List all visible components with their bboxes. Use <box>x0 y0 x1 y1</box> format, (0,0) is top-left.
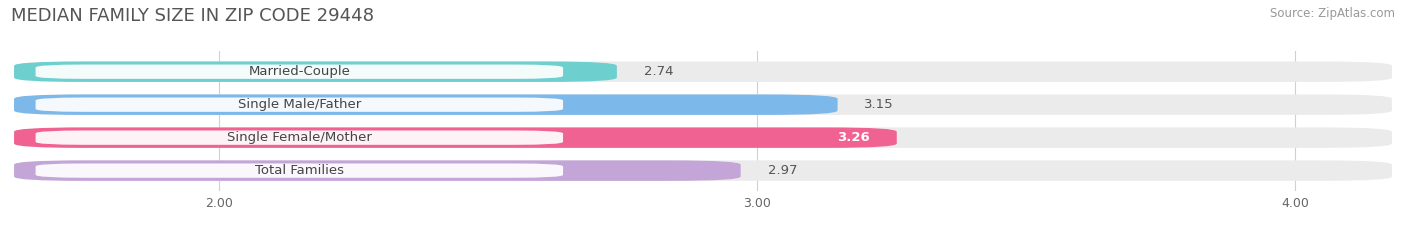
FancyBboxPatch shape <box>14 160 1392 181</box>
FancyBboxPatch shape <box>14 160 741 181</box>
Text: Married-Couple: Married-Couple <box>249 65 350 78</box>
FancyBboxPatch shape <box>14 62 1392 82</box>
FancyBboxPatch shape <box>14 127 1392 148</box>
FancyBboxPatch shape <box>35 65 562 79</box>
Text: Source: ZipAtlas.com: Source: ZipAtlas.com <box>1270 7 1395 20</box>
Text: 3.26: 3.26 <box>837 131 870 144</box>
FancyBboxPatch shape <box>14 127 897 148</box>
FancyBboxPatch shape <box>35 98 562 112</box>
Text: Single Female/Mother: Single Female/Mother <box>226 131 371 144</box>
Text: Single Male/Father: Single Male/Father <box>238 98 361 111</box>
FancyBboxPatch shape <box>14 94 838 115</box>
Text: 3.15: 3.15 <box>865 98 894 111</box>
Text: 2.97: 2.97 <box>768 164 797 177</box>
Text: Total Families: Total Families <box>254 164 344 177</box>
FancyBboxPatch shape <box>14 94 1392 115</box>
Text: MEDIAN FAMILY SIZE IN ZIP CODE 29448: MEDIAN FAMILY SIZE IN ZIP CODE 29448 <box>11 7 374 25</box>
FancyBboxPatch shape <box>35 164 562 178</box>
FancyBboxPatch shape <box>14 62 617 82</box>
FancyBboxPatch shape <box>35 130 562 145</box>
Text: 2.74: 2.74 <box>644 65 673 78</box>
